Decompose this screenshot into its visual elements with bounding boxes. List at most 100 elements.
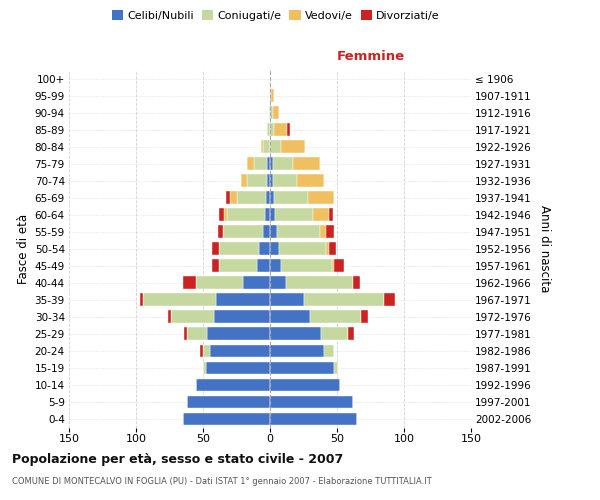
Bar (272, 174, 297, 187)
Bar (219, 208, 224, 221)
Bar (313, 208, 329, 221)
Bar (263, 226, 270, 238)
Bar (212, 242, 219, 255)
Bar (271, 89, 274, 102)
Bar (321, 328, 348, 340)
Bar (270, 328, 321, 340)
Bar (270, 242, 280, 255)
Bar (361, 310, 368, 323)
Bar (269, 106, 270, 119)
Bar (217, 294, 270, 306)
Bar (200, 344, 203, 358)
Bar (272, 157, 293, 170)
Bar (332, 260, 334, 272)
Y-axis label: Fasce di età: Fasce di età (17, 214, 31, 284)
Bar (171, 310, 214, 323)
Bar (270, 396, 353, 408)
Bar (270, 378, 340, 392)
Bar (270, 89, 271, 102)
Bar (247, 174, 268, 187)
Bar (254, 157, 268, 170)
Bar (274, 192, 308, 204)
Bar (218, 226, 223, 238)
Bar (270, 106, 272, 119)
Bar (268, 157, 270, 170)
Bar (270, 208, 275, 221)
Bar (214, 310, 270, 323)
Bar (270, 123, 274, 136)
Bar (243, 276, 270, 289)
Bar (281, 260, 332, 272)
Bar (353, 276, 360, 289)
Bar (323, 344, 334, 358)
Bar (260, 140, 263, 153)
Bar (241, 174, 247, 187)
Bar (203, 344, 210, 358)
Bar (304, 294, 384, 306)
Bar (219, 242, 259, 255)
Bar (196, 378, 270, 392)
Bar (270, 344, 323, 358)
Y-axis label: Anni di nascita: Anni di nascita (538, 205, 551, 292)
Bar (270, 362, 334, 374)
Text: Popolazione per età, sesso e stato civile - 2007: Popolazione per età, sesso e stato civil… (12, 452, 343, 466)
Bar (320, 226, 326, 238)
Legend: Celibi/Nubili, Coniugati/e, Vedovi/e, Divorziati/e: Celibi/Nubili, Coniugati/e, Vedovi/e, Di… (108, 6, 444, 25)
Bar (310, 310, 361, 323)
Bar (219, 260, 257, 272)
Bar (287, 123, 290, 136)
Bar (326, 226, 334, 238)
Bar (259, 242, 270, 255)
Bar (277, 226, 320, 238)
Bar (223, 226, 263, 238)
Bar (334, 260, 344, 272)
Bar (226, 192, 230, 204)
Bar (203, 362, 206, 374)
Bar (308, 192, 334, 204)
Bar (270, 276, 286, 289)
Text: Femmine: Femmine (337, 50, 404, 63)
Bar (270, 192, 274, 204)
Bar (183, 276, 196, 289)
Bar (348, 328, 355, 340)
Bar (272, 106, 280, 119)
Bar (187, 396, 270, 408)
Bar (270, 310, 310, 323)
Bar (247, 157, 254, 170)
Bar (268, 174, 270, 187)
Bar (274, 123, 287, 136)
Bar (329, 242, 335, 255)
Bar (281, 140, 305, 153)
Bar (266, 192, 270, 204)
Bar (270, 294, 304, 306)
Bar (270, 157, 272, 170)
Bar (187, 328, 207, 340)
Bar (270, 226, 277, 238)
Bar (286, 276, 353, 289)
Bar (293, 157, 320, 170)
Bar (206, 362, 270, 374)
Bar (275, 208, 313, 221)
Bar (143, 294, 217, 306)
Bar (140, 294, 143, 306)
Bar (270, 412, 357, 426)
Bar (384, 294, 395, 306)
Bar (207, 328, 270, 340)
Bar (326, 242, 329, 255)
Bar (297, 174, 323, 187)
Bar (227, 208, 265, 221)
Bar (268, 123, 270, 136)
Bar (183, 412, 270, 426)
Bar (212, 260, 219, 272)
Bar (210, 344, 270, 358)
Bar (329, 208, 333, 221)
Bar (270, 174, 272, 187)
Bar (257, 260, 270, 272)
Bar (184, 328, 187, 340)
Bar (236, 192, 266, 204)
Bar (334, 362, 338, 374)
Bar (270, 140, 281, 153)
Bar (230, 192, 236, 204)
Bar (168, 310, 171, 323)
Bar (280, 242, 326, 255)
